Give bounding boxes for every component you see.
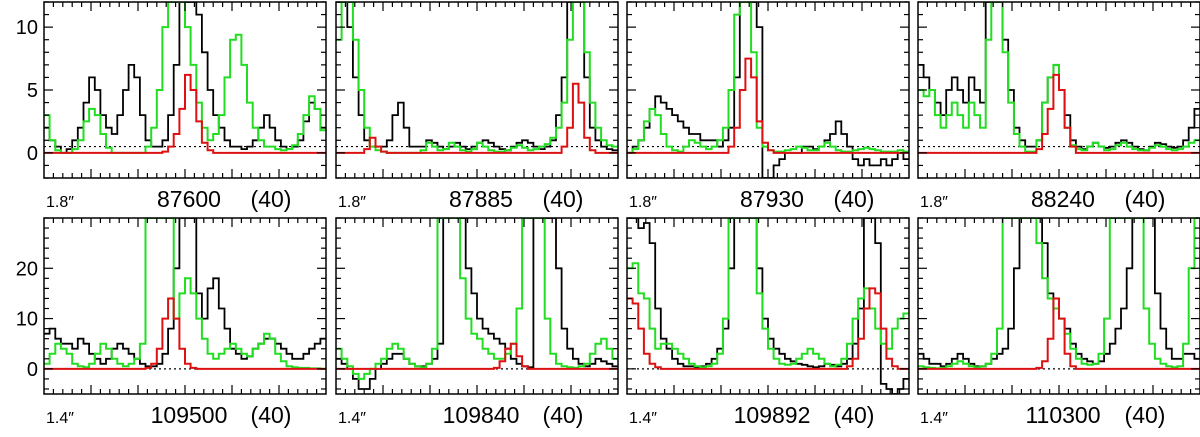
frequency-label-1: 87600 bbox=[157, 186, 221, 212]
model-species-spectrum-5 bbox=[44, 297, 326, 370]
model-species-spectrum-2 bbox=[336, 82, 618, 154]
tag-label-5: (40) bbox=[251, 402, 292, 428]
observed-spectrum-8 bbox=[918, 218, 1200, 368]
frequency-label-2: 87885 bbox=[449, 186, 513, 212]
observed-spectrum-2 bbox=[336, 2, 618, 152]
y-tick-label: 10 bbox=[16, 309, 38, 331]
frequency-label-5: 109500 bbox=[151, 402, 228, 428]
observed-spectrum-1 bbox=[44, 2, 326, 154]
beam-label-6: 1.4″ bbox=[338, 410, 366, 427]
tag-label-2: (40) bbox=[543, 186, 584, 212]
model-species-spectrum-7 bbox=[627, 287, 909, 370]
beam-label-8: 1.4″ bbox=[920, 410, 948, 427]
panel-frame-7 bbox=[626, 217, 910, 395]
frequency-label-6: 109840 bbox=[443, 402, 520, 428]
beam-label-7: 1.4″ bbox=[629, 410, 657, 427]
observed-spectrum-7 bbox=[627, 218, 909, 394]
beam-label-2: 1.8″ bbox=[338, 194, 366, 211]
beam-label-5: 1.4″ bbox=[46, 410, 74, 427]
model-species-spectrum-3 bbox=[627, 57, 909, 154]
observed-spectrum-5 bbox=[44, 218, 326, 368]
y-tick-label: 0 bbox=[27, 143, 38, 165]
model-species-spectrum-1 bbox=[44, 73, 326, 154]
model-species-spectrum-4 bbox=[918, 73, 1200, 154]
y-tick-label: 0 bbox=[27, 359, 38, 381]
panel-frame-3 bbox=[626, 1, 910, 179]
model-all-spectrum-5 bbox=[44, 218, 326, 370]
tag-label-6: (40) bbox=[543, 402, 584, 428]
tag-label-3: (40) bbox=[834, 186, 875, 212]
tag-label-4: (40) bbox=[1125, 186, 1166, 212]
y-tick-label: 5 bbox=[27, 80, 38, 102]
panel-frame-2 bbox=[335, 1, 619, 179]
observed-spectrum-3 bbox=[627, 2, 909, 178]
model-all-spectrum-2 bbox=[336, 2, 618, 154]
tag-label-1: (40) bbox=[251, 186, 292, 212]
beam-label-1: 1.8″ bbox=[46, 194, 74, 211]
tag-label-7: (40) bbox=[834, 402, 875, 428]
y-tick-label: 20 bbox=[16, 258, 38, 280]
frequency-label-7: 109892 bbox=[734, 402, 811, 428]
beam-label-4: 1.8″ bbox=[920, 194, 948, 211]
frequency-label-4: 88240 bbox=[1031, 186, 1095, 212]
y-tick-label: 10 bbox=[16, 17, 38, 39]
frequency-label-8: 110300 bbox=[1025, 402, 1100, 428]
frequency-label-3: 87930 bbox=[740, 186, 804, 212]
beam-label-3: 1.8″ bbox=[629, 194, 657, 211]
model-all-spectrum-6 bbox=[336, 218, 618, 380]
model-species-spectrum-8 bbox=[918, 297, 1200, 370]
model-all-spectrum-1 bbox=[44, 2, 326, 154]
model-all-spectrum-7 bbox=[627, 218, 909, 369]
tag-label-8: (40) bbox=[1125, 402, 1166, 428]
model-species-spectrum-6 bbox=[336, 342, 618, 370]
model-all-spectrum-3 bbox=[627, 2, 909, 154]
